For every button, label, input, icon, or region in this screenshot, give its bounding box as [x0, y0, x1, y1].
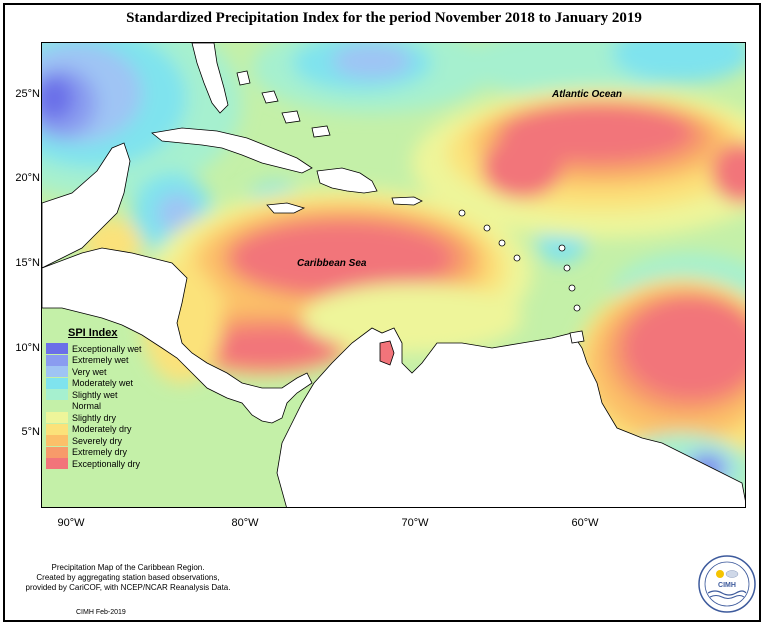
credits-line-3: provided by CariCOF, with NCEP/NCAR Rean… — [25, 583, 231, 592]
legend-label: Extremely dry — [72, 447, 128, 458]
legend-swatch — [46, 366, 68, 378]
legend-swatch — [46, 377, 68, 389]
legend-item: Moderately wet — [46, 377, 174, 390]
outer-frame — [3, 3, 761, 622]
spi-legend: SPI Index Exceptionally wet Extremely we… — [46, 327, 174, 470]
land-masses — [42, 43, 745, 507]
lat-tick-15n: 15°N — [15, 257, 40, 269]
legend-label: Exceptionally dry — [72, 458, 141, 469]
atlantic-ocean-label: Atlantic Ocean — [552, 89, 623, 100]
legend-item: Moderately dry — [46, 423, 174, 436]
legend-label: Exceptionally wet — [72, 343, 142, 354]
legend-label: Severely dry — [72, 435, 123, 446]
credits-line-2: Created by aggregating station based obs… — [36, 573, 220, 582]
lon-tick-60w: 60°W — [571, 517, 599, 529]
cimh-logo-graphic: CIMH — [698, 555, 756, 613]
legend-swatch — [46, 354, 68, 366]
legend-label: Very wet — [72, 366, 107, 377]
lon-tick-80w: 80°W — [231, 517, 259, 529]
legend-item: Severely dry — [46, 435, 174, 447]
legend-swatch — [46, 400, 68, 412]
legend-label: Normal — [72, 401, 102, 412]
lat-tick-10n: 10°N — [15, 342, 40, 354]
lat-tick-5n: 5°N — [21, 426, 40, 438]
credits-line-1: Precipitation Map of the Caribbean Regio… — [51, 563, 205, 572]
caribbean-sea-label: Caribbean Sea — [297, 258, 367, 269]
legend-swatch — [46, 435, 68, 447]
legend-title: SPI Index — [68, 327, 118, 339]
spi-map — [41, 42, 746, 508]
legend-label: Moderately wet — [72, 378, 134, 389]
legend-item: Very wet — [46, 366, 174, 378]
legend-item: Slightly dry — [46, 412, 174, 424]
legend-label: Slightly dry — [72, 412, 117, 423]
legend-label: Moderately dry — [72, 424, 132, 435]
legend-item: Exceptionally wet — [46, 343, 174, 355]
map-title: Standardized Precipitation Index for the… — [126, 10, 642, 26]
legend-swatch — [46, 446, 68, 458]
credits-footer: CIMH Feb-2019 — [76, 609, 126, 616]
lat-tick-25n: 25°N — [15, 88, 40, 100]
cimh-logo: CIMH — [698, 555, 756, 613]
map-credits: Precipitation Map of the Caribbean Regio… — [18, 563, 238, 593]
legend-swatch — [46, 389, 68, 401]
logo-text: CIMH — [718, 582, 736, 589]
legend-item: Extremely wet — [46, 354, 174, 367]
lat-tick-20n: 20°N — [15, 172, 40, 184]
lon-tick-90w: 90°W — [57, 517, 85, 529]
lon-tick-70w: 70°W — [401, 517, 429, 529]
legend-swatch — [46, 412, 68, 424]
legend-item: Normal — [46, 400, 174, 413]
legend-swatch — [46, 458, 68, 470]
legend-swatch — [46, 423, 68, 435]
legend-label: Slightly wet — [72, 389, 118, 400]
legend-item: Exceptionally dry — [46, 458, 174, 470]
legend-item: Slightly wet — [46, 389, 174, 401]
legend-label: Extremely wet — [72, 355, 129, 366]
spi-field — [42, 43, 745, 507]
legend-swatch — [46, 343, 68, 355]
spi-map-canvas — [42, 43, 745, 507]
legend-item: Extremely dry — [46, 446, 174, 459]
